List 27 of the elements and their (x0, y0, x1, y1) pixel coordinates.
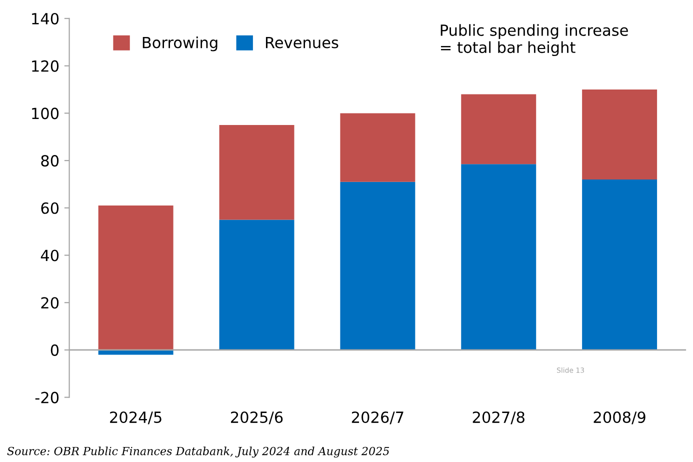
x-tick-label: 2008/9 (594, 411, 646, 424)
x-tick-label: 2026/7 (352, 411, 404, 424)
annotation: Public spending increase = total bar height (440, 24, 628, 56)
bar (219, 125, 294, 220)
x-tick-label: 2024/5 (110, 411, 162, 424)
y-tick-label: -20 (35, 392, 59, 404)
legend-label: Revenues (266, 36, 338, 48)
x-tick-label: 2025/6 (230, 411, 283, 424)
y-tick-label: 0 (50, 344, 59, 356)
bar (461, 164, 536, 350)
y-tick-label: 20 (41, 297, 59, 309)
bar (340, 113, 416, 182)
bar (219, 220, 294, 350)
bar (461, 94, 536, 164)
y-tick-label: 80 (41, 155, 59, 167)
bar (582, 90, 658, 180)
source-note: Source: OBR Public Finances Databank, July 2024 and August 2025 (7, 446, 390, 458)
y-tick-label: 120 (32, 60, 59, 72)
legend-label: Borrowing (142, 36, 218, 52)
bar (582, 179, 658, 350)
x-tick-label: 2027/8 (472, 411, 524, 424)
y-tick-label: 40 (40, 250, 59, 262)
bar (98, 206, 174, 350)
y-tick-label: 60 (41, 202, 59, 214)
y-tick-label: 100 (32, 108, 59, 120)
y-tick-label: 140 (32, 12, 59, 24)
bar (340, 182, 416, 350)
